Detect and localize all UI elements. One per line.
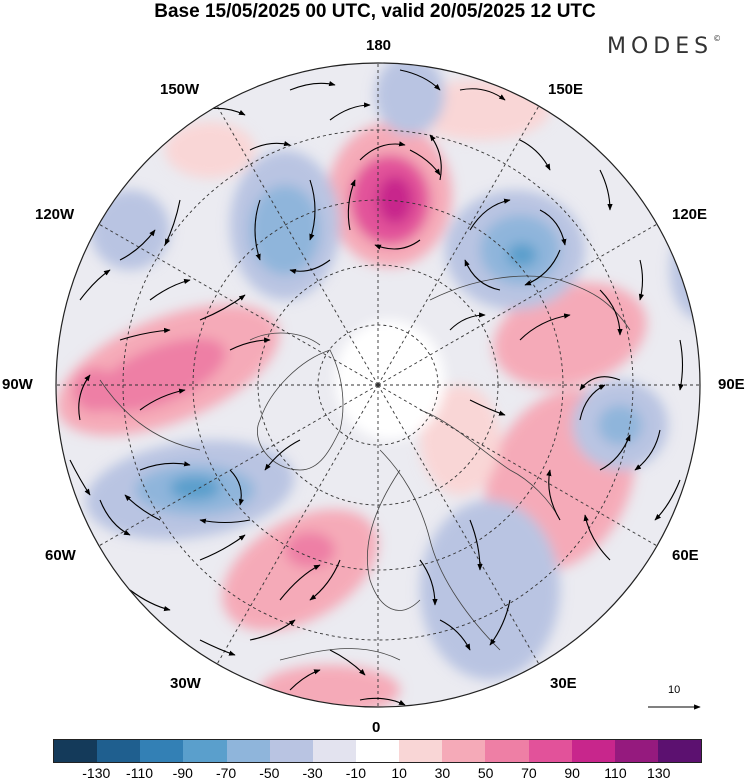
colorbar-tick-label: -110 bbox=[126, 765, 154, 781]
lon-label-90w: 90W bbox=[2, 376, 33, 393]
lon-label-30w: 30W bbox=[170, 675, 201, 692]
brand-text: MODES bbox=[607, 34, 714, 59]
wind-vectors bbox=[69, 69, 684, 706]
modes-logo: MODES© bbox=[607, 34, 721, 59]
lon-label-120e: 120E bbox=[672, 206, 708, 223]
colorbar-tick-label: 110 bbox=[604, 765, 627, 781]
colorbar-swatch bbox=[657, 740, 702, 762]
lon-label-150e: 150E bbox=[548, 81, 584, 98]
colorbar-tick-label: 30 bbox=[434, 765, 451, 781]
colorbar-tick-label: -90 bbox=[172, 765, 193, 781]
lon-label-90e: 90E bbox=[718, 376, 745, 393]
colorbar-tick-label: -10 bbox=[345, 765, 366, 781]
colorbar-tick-label: -130 bbox=[82, 765, 111, 781]
map-title: Base 15/05/2025 00 UTC, valid 20/05/2025… bbox=[154, 1, 596, 22]
lon-label-60e: 60E bbox=[672, 547, 699, 564]
lon-label-150w: 150W bbox=[160, 81, 200, 98]
colorbar-ticks: -130 -110 -90 -70 -50 -30 -10 10 30 50 70 90 110 130 bbox=[53, 765, 702, 783]
colorbar-tick-label: 50 bbox=[477, 765, 494, 781]
colorbar-tick-label: 90 bbox=[564, 765, 580, 781]
lon-label-60w: 60W bbox=[45, 547, 76, 564]
colorbar bbox=[53, 739, 702, 763]
colorbar-swatch bbox=[269, 740, 313, 762]
colorbar-swatch bbox=[226, 740, 270, 762]
colorbar-swatch bbox=[54, 740, 98, 762]
lon-label-0: 0 bbox=[372, 719, 381, 736]
graticule bbox=[56, 63, 700, 707]
map-boundary bbox=[55, 62, 701, 708]
colorbar-tick-label: 130 bbox=[647, 765, 671, 781]
lon-label-30e: 30E bbox=[550, 675, 577, 692]
colorbar-swatch bbox=[140, 740, 184, 762]
colorbar-swatch bbox=[183, 740, 227, 762]
anomaly-field bbox=[56, 63, 700, 707]
colorbar-swatch bbox=[528, 740, 572, 762]
colorbar-swatch bbox=[571, 740, 615, 762]
colorbar-swatch bbox=[485, 740, 529, 762]
colorbar-swatch bbox=[442, 740, 486, 762]
colorbar-tick-label: 70 bbox=[521, 765, 537, 781]
colorbar-swatch bbox=[355, 740, 400, 762]
lon-label-180: 180 bbox=[366, 37, 392, 54]
colorbar-swatch bbox=[312, 740, 356, 762]
reference-vector-label: 10 bbox=[668, 684, 681, 696]
colorbar-swatch bbox=[399, 740, 443, 762]
colorbar-tick-label: -30 bbox=[302, 765, 323, 781]
colorbar-swatch bbox=[97, 740, 141, 762]
colorbar-swatch bbox=[614, 740, 658, 762]
lon-label-120w: 120W bbox=[35, 206, 75, 223]
colorbar-tick-label: 10 bbox=[391, 765, 407, 781]
copyright-mark: © bbox=[713, 33, 722, 43]
colorbar-tick-label: -70 bbox=[215, 765, 237, 781]
colorbar-tick-label: -50 bbox=[259, 765, 280, 781]
